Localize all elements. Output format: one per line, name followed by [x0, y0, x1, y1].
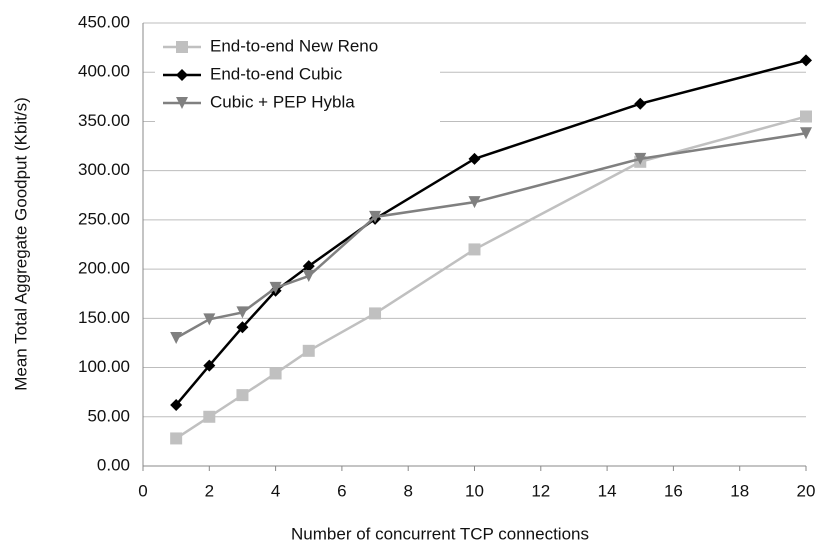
marker: [203, 410, 216, 423]
marker: [468, 196, 481, 209]
marker: [468, 243, 481, 256]
x-axis-title: Number of concurrent TCP connections: [291, 524, 589, 543]
marker: [302, 344, 315, 357]
x-tick-label: 4: [271, 481, 280, 500]
marker: [468, 152, 481, 165]
marker: [236, 306, 249, 319]
x-tick-label: 18: [730, 481, 749, 500]
marker: [236, 321, 249, 334]
y-tick-label: 50.00: [87, 406, 130, 425]
x-tick-label: 6: [337, 481, 346, 500]
marker: [369, 307, 382, 320]
y-tick-label: 400.00: [78, 62, 130, 81]
x-tick-label: 14: [598, 481, 617, 500]
legend-label: End-to-end New Reno: [210, 36, 378, 55]
y-tick-label: 450.00: [78, 12, 130, 31]
y-tick-label: 200.00: [78, 259, 130, 278]
y-tick-label: 300.00: [78, 160, 130, 179]
marker: [369, 210, 382, 223]
marker: [302, 260, 315, 273]
marker: [176, 69, 188, 81]
marker: [203, 313, 216, 326]
marker: [170, 398, 183, 411]
y-tick-label: 250.00: [78, 209, 130, 228]
marker: [170, 432, 183, 445]
marker: [236, 389, 249, 402]
marker: [800, 110, 812, 123]
y-tick-label: 150.00: [78, 308, 130, 327]
series-line: [175, 132, 807, 340]
marker: [800, 54, 812, 67]
legend-label: Cubic + PEP Hybla: [210, 92, 355, 111]
legend-label: End-to-end Cubic: [210, 64, 343, 83]
marker: [269, 281, 282, 294]
x-tick-label: 16: [664, 481, 683, 500]
legend-box: [155, 25, 440, 125]
x-tick-label: 2: [205, 481, 214, 500]
y-tick-label: 350.00: [78, 111, 130, 130]
x-tick-label: 8: [403, 481, 412, 500]
marker: [203, 359, 216, 372]
marker: [176, 41, 188, 53]
x-tick-label: 12: [531, 481, 550, 500]
y-tick-label: 0.00: [97, 455, 130, 474]
series-line: [175, 115, 807, 440]
x-tick-label: 10: [465, 481, 484, 500]
marker: [302, 270, 315, 283]
marker: [176, 97, 188, 109]
marker: [170, 332, 183, 345]
y-axis-title: Mean Total Aggregate Goodput (Kbit/s): [11, 97, 30, 391]
y-tick-label: 100.00: [78, 357, 130, 376]
marker: [269, 367, 282, 380]
marker: [634, 97, 647, 110]
marker: [634, 152, 647, 165]
x-tick-label: 0: [138, 481, 147, 500]
x-tick-label: 20: [797, 481, 816, 500]
marker: [800, 127, 812, 140]
